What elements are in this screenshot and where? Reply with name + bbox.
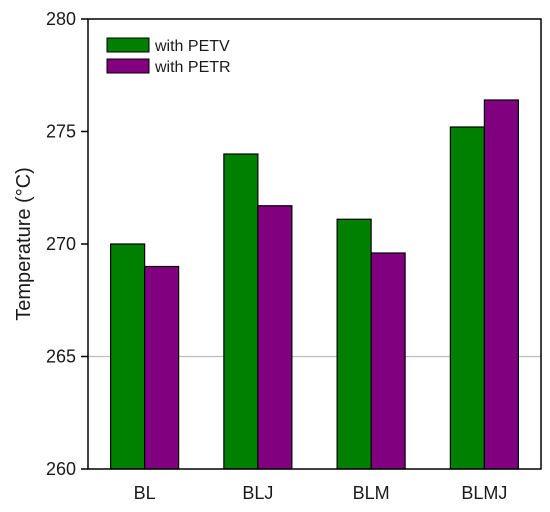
bar-blm-with-petv [336, 218, 372, 470]
y-axis: 260 265 270 275 280 [46, 9, 88, 479]
x-tick-label-bl: BL [134, 483, 156, 503]
bar-blm-with-petr [370, 252, 406, 470]
x-axis: BL BLJ BLM BLMJ [134, 483, 508, 503]
bar-bl-with-petr [144, 265, 180, 470]
y-tick-label: 280 [46, 9, 76, 29]
legend: with PETV with PETR [106, 37, 231, 76]
x-tick-label-blm: BLM [353, 483, 390, 503]
x-tick-label-blj: BLJ [242, 483, 273, 503]
y-tick-label: 260 [46, 459, 76, 479]
bar-blj-with-petv [223, 153, 259, 470]
bars-group [110, 99, 519, 470]
bar-blmj-with-petv [449, 126, 485, 470]
y-tick-label: 275 [46, 122, 76, 142]
bar-blmj-with-petr [483, 99, 519, 470]
legend-label-with-petv: with PETV [154, 38, 230, 55]
y-tick-label: 270 [46, 234, 76, 254]
y-axis-title: Temperature (°C) [13, 167, 35, 321]
legend-swatch-with-petv [106, 37, 150, 53]
y-tick-label: 265 [46, 347, 76, 367]
bar-blj-with-petr [257, 205, 293, 470]
x-tick-label-blmj: BLMJ [461, 483, 507, 503]
legend-swatch-with-petr [106, 58, 150, 74]
legend-label-with-petr: with PETR [154, 59, 231, 76]
bar-bl-with-petv [110, 243, 146, 470]
